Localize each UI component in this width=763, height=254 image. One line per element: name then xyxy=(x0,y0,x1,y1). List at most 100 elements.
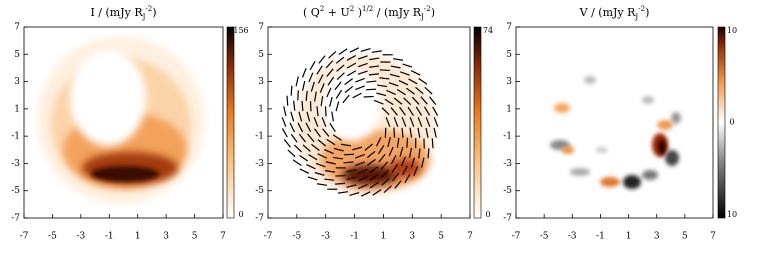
vector xyxy=(368,73,379,76)
vector xyxy=(410,157,415,168)
vector xyxy=(393,97,403,105)
vector xyxy=(313,117,319,127)
vector xyxy=(358,176,368,182)
vector xyxy=(334,81,342,91)
vector xyxy=(307,176,318,181)
vector xyxy=(294,144,303,153)
vector xyxy=(332,156,344,160)
colorbar xyxy=(226,26,235,219)
vector xyxy=(333,147,344,152)
plot-frame xyxy=(515,26,714,219)
vector xyxy=(366,80,377,83)
vector xyxy=(376,84,388,88)
vector xyxy=(349,191,360,197)
x-tick-label: -7 xyxy=(512,232,521,242)
vector xyxy=(335,56,345,64)
vector xyxy=(289,122,295,133)
vector xyxy=(355,77,365,83)
vector xyxy=(308,72,314,83)
vector xyxy=(403,97,412,106)
vector xyxy=(352,92,362,99)
panel-title: V / (mJy RJ-2) xyxy=(579,5,650,21)
vector xyxy=(355,85,365,91)
vector xyxy=(381,107,390,116)
vector xyxy=(329,96,333,107)
colorbar-min-label: 0 xyxy=(238,210,243,219)
vector xyxy=(283,138,291,148)
y-tick-label: 1 xyxy=(14,104,20,114)
vector xyxy=(317,139,327,147)
vector xyxy=(367,158,376,166)
vector xyxy=(399,146,404,157)
vector xyxy=(406,137,409,148)
vector xyxy=(411,96,420,105)
vector xyxy=(299,154,309,162)
title-part: J xyxy=(142,13,146,21)
vector xyxy=(357,62,368,68)
x-tick-label: -1 xyxy=(350,232,359,242)
vector xyxy=(346,169,357,173)
vector xyxy=(314,172,325,176)
vector xyxy=(415,106,423,116)
x-tick-label: 1 xyxy=(381,232,387,242)
vector xyxy=(281,117,287,127)
title-part: -2 xyxy=(424,5,431,13)
vector xyxy=(324,170,336,173)
vector xyxy=(281,128,288,138)
vector xyxy=(346,176,357,181)
x-tick-label: -5 xyxy=(292,232,301,242)
colorbar xyxy=(473,26,482,219)
vector xyxy=(396,88,406,96)
vector xyxy=(326,87,332,98)
vector xyxy=(298,111,303,122)
vector xyxy=(387,137,391,148)
vector xyxy=(326,138,336,146)
y-tick-label: 3 xyxy=(258,77,264,87)
title-part: J xyxy=(420,13,424,21)
vector xyxy=(317,153,328,159)
x-tick-label: 5 xyxy=(682,232,688,242)
vector xyxy=(306,164,316,170)
vector xyxy=(392,58,404,61)
vector xyxy=(408,78,418,85)
vector xyxy=(301,68,307,78)
title-part: -2 xyxy=(145,5,152,13)
vector xyxy=(394,180,402,189)
vector xyxy=(336,72,345,80)
y-tick-label: 3 xyxy=(14,77,20,87)
vector xyxy=(346,62,357,69)
vector xyxy=(404,173,411,184)
y-tick-label: 5 xyxy=(506,50,512,60)
vector xyxy=(423,106,431,116)
vector xyxy=(357,70,368,75)
y-tick-label: -7 xyxy=(11,214,20,224)
vector xyxy=(302,144,311,152)
vector xyxy=(316,65,323,75)
panel-title: I / (mJy RJ-2) xyxy=(90,5,156,21)
vector xyxy=(363,95,374,98)
vector xyxy=(371,50,382,53)
y-tick-label: -3 xyxy=(11,159,20,169)
vector xyxy=(391,163,399,173)
intensity-image xyxy=(37,36,205,204)
x-tick-label: 7 xyxy=(710,232,716,242)
vector xyxy=(318,55,326,64)
vector xyxy=(290,133,298,143)
vector xyxy=(406,87,415,95)
vector xyxy=(316,106,319,117)
vector xyxy=(328,50,337,59)
vector xyxy=(409,117,415,127)
y-tick-label: -1 xyxy=(11,132,20,142)
vector xyxy=(301,80,306,91)
vector xyxy=(402,63,413,68)
vector xyxy=(380,161,389,170)
colorbar xyxy=(717,26,726,219)
vector xyxy=(420,96,428,105)
vector xyxy=(344,78,353,86)
vector xyxy=(386,89,396,96)
vector xyxy=(335,89,343,99)
vector xyxy=(369,65,380,68)
vector xyxy=(375,137,382,147)
vector xyxy=(400,71,410,76)
